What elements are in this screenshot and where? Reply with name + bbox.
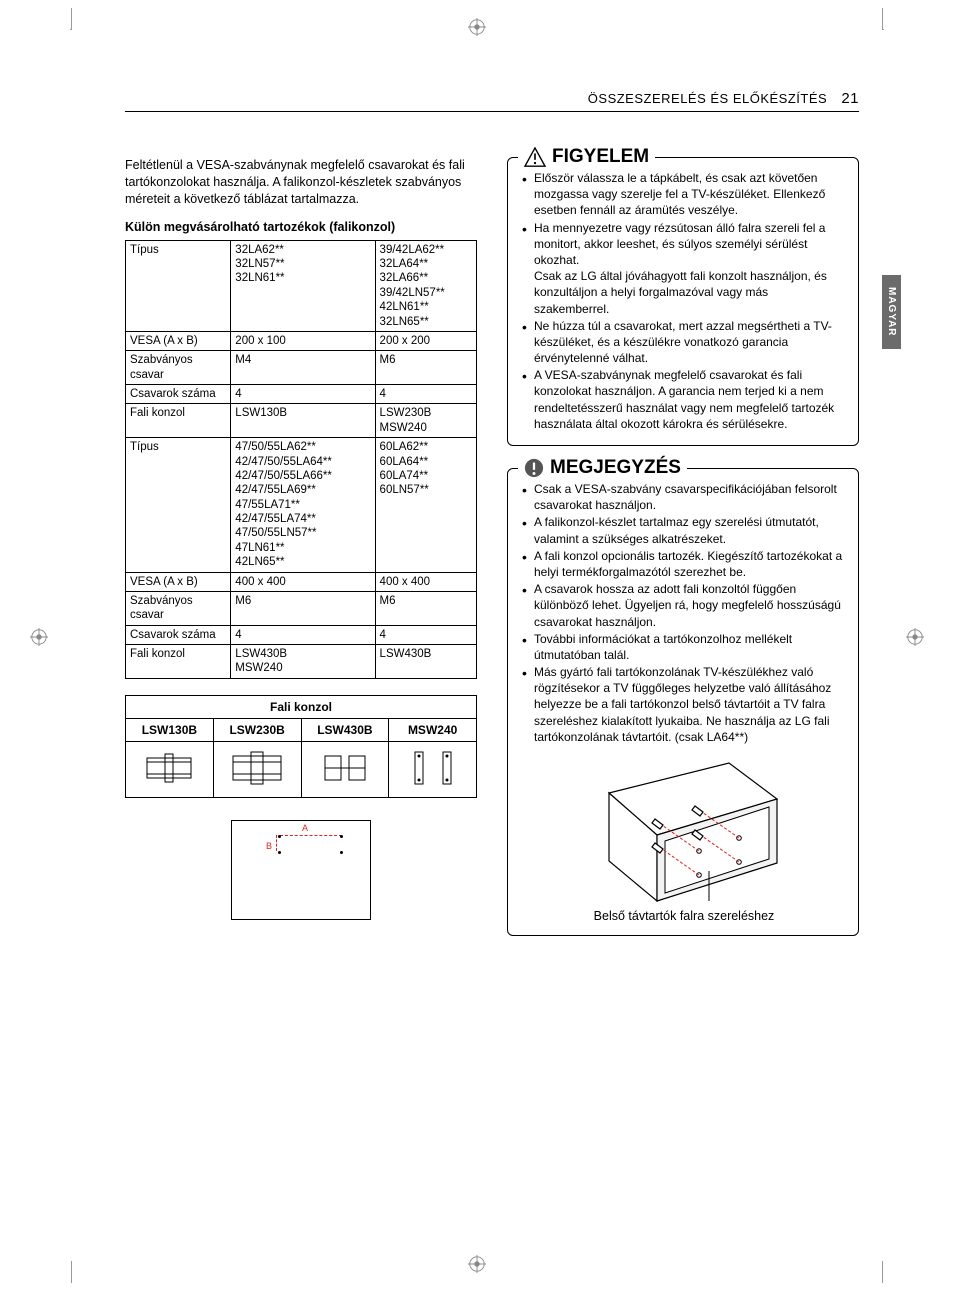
section-title: ÖSSZESZERELÉS ÉS ELŐKÉSZÍTÉS: [588, 91, 827, 106]
crop-mark-tr: [882, 8, 884, 30]
callout-item: Más gyártó fali tartókonzolának TV-készü…: [522, 664, 846, 745]
warning-icon: [524, 147, 546, 167]
spec-cell: 4: [375, 385, 476, 404]
crop-mark-bl: [70, 1261, 72, 1283]
vesa-ab-diagram: A B: [231, 820, 371, 920]
callout-item: A fali konzol opcionális tartozék. Kiegé…: [522, 548, 846, 580]
page-header: ÖSSZESZERELÉS ÉS ELŐKÉSZÍTÉS 21: [125, 90, 859, 107]
spec-table-row: Típus47/50/55LA62**42/47/50/55LA64**42/4…: [126, 438, 477, 572]
spec-cell: 47/50/55LA62**42/47/50/55LA64**42/47/50/…: [231, 438, 375, 572]
note-title: MEGJEGYZÉS: [518, 457, 687, 479]
spec-row-label: Típus: [126, 240, 231, 331]
warning-title-text: FIGYELEM: [552, 146, 649, 168]
spec-row-label: Típus: [126, 438, 231, 572]
callout-item: Ne húzza túl a csavarokat, mert azzal me…: [522, 318, 846, 367]
callout-item: Csak a VESA-szabvány csavarspecifikációj…: [522, 481, 846, 513]
bracket-col-header: MSW240: [389, 718, 477, 741]
registration-mark-bottom: [468, 1255, 486, 1273]
spec-cell: LSW430B: [375, 645, 476, 679]
spec-row-label: Szabványos csavar: [126, 351, 231, 385]
spec-cell: M6: [375, 591, 476, 625]
spec-table-row: Típus32LA62**32LN57**32LN61**39/42LA62**…: [126, 240, 477, 331]
crop-mark-br: [882, 1261, 884, 1283]
spec-table: Típus32LA62**32LN57**32LN61**39/42LA62**…: [125, 240, 477, 679]
note-icon: [524, 458, 544, 478]
spec-row-label: VESA (A x B): [126, 572, 231, 591]
spec-row-label: Szabványos csavar: [126, 591, 231, 625]
left-column: Feltétlenül a VESA-szabványnak megfelelő…: [125, 157, 477, 958]
tv-mount-diagram: [569, 753, 799, 903]
note-callout: MEGJEGYZÉS Csak a VESA-szabvány csavarsp…: [507, 468, 859, 936]
spec-table-row: Csavarok száma44: [126, 625, 477, 644]
spec-row-label: Csavarok száma: [126, 385, 231, 404]
registration-mark-right: [906, 628, 924, 646]
bracket-table: Fali konzol LSW130BLSW230BLSW430BMSW240: [125, 695, 477, 798]
callout-item: További információkat a tartókonzolhoz m…: [522, 631, 846, 663]
spec-table-row: VESA (A x B)200 x 100200 x 200: [126, 331, 477, 350]
spec-cell: 60LA62**60LA64**60LA74**60LN57**: [375, 438, 476, 572]
diagram-caption: Belső távtartók falra szereléshez: [522, 909, 846, 923]
spec-table-row: Csavarok száma44: [126, 385, 477, 404]
spec-cell: M6: [375, 351, 476, 385]
callout-item: A falikonzol-készlet tartalmaz egy szere…: [522, 514, 846, 546]
bracket-col-header: LSW230B: [213, 718, 301, 741]
spec-cell: LSW230BMSW240: [375, 404, 476, 438]
spec-cell: 4: [375, 625, 476, 644]
spec-row-label: Fali konzol: [126, 645, 231, 679]
spec-cell: 4: [231, 385, 375, 404]
spec-cell: 200 x 200: [375, 331, 476, 350]
spec-row-label: VESA (A x B): [126, 331, 231, 350]
spec-table-row: Szabványos csavarM4M6: [126, 351, 477, 385]
spec-cell: 400 x 400: [375, 572, 476, 591]
callout-item: Ha mennyezetre vagy rézsútosan álló falr…: [522, 220, 846, 317]
callout-item: A csavarok hossza az adott fali konzoltó…: [522, 581, 846, 630]
spec-cell: M4: [231, 351, 375, 385]
spec-table-row: Fali konzolLSW430BMSW240LSW430B: [126, 645, 477, 679]
bracket-col-header: LSW130B: [126, 718, 214, 741]
spec-cell: LSW430BMSW240: [231, 645, 375, 679]
warning-callout: FIGYELEM Először válassza le a tápkábelt…: [507, 157, 859, 446]
callout-item: Először válassza le a tápkábelt, és csak…: [522, 170, 846, 219]
bracket-table-title: Fali konzol: [126, 695, 477, 718]
crop-mark-tl: [70, 8, 72, 30]
dimension-a-label: A: [302, 823, 308, 833]
warning-title: FIGYELEM: [518, 146, 655, 168]
language-tab: MAGYAR: [882, 275, 901, 349]
spec-table-row: Szabványos csavarM6M6: [126, 591, 477, 625]
spec-cell: 39/42LA62**32LA64**32LA66**39/42LN57**42…: [375, 240, 476, 331]
spec-cell: 200 x 100: [231, 331, 375, 350]
spec-cell: M6: [231, 591, 375, 625]
note-title-text: MEGJEGYZÉS: [550, 457, 681, 479]
accessories-subhead: Külön megvásárolható tartozékok (falikon…: [125, 220, 477, 234]
intro-paragraph: Feltétlenül a VESA-szabványnak megfelelő…: [125, 157, 477, 208]
spec-cell: 4: [231, 625, 375, 644]
page-number: 21: [841, 90, 859, 107]
spec-table-row: VESA (A x B)400 x 400400 x 400: [126, 572, 477, 591]
bracket-thumb-cell: [213, 741, 301, 797]
spec-row-label: Fali konzol: [126, 404, 231, 438]
registration-mark-top: [468, 18, 486, 36]
bracket-thumb-cell: [301, 741, 389, 797]
bracket-thumb-cell: [389, 741, 477, 797]
spec-cell: 32LA62**32LN57**32LN61**: [231, 240, 375, 331]
spec-table-row: Fali konzolLSW130BLSW230BMSW240: [126, 404, 477, 438]
registration-mark-left: [30, 628, 48, 646]
dimension-b-label: B: [266, 841, 272, 851]
spec-cell: 400 x 400: [231, 572, 375, 591]
callout-item: A VESA-szabványnak megfelelő csavarokat …: [522, 367, 846, 432]
right-column: FIGYELEM Először válassza le a tápkábelt…: [507, 157, 859, 958]
bracket-thumb-cell: [126, 741, 214, 797]
spec-row-label: Csavarok száma: [126, 625, 231, 644]
header-rule: [125, 111, 859, 112]
spec-cell: LSW130B: [231, 404, 375, 438]
bracket-col-header: LSW430B: [301, 718, 389, 741]
